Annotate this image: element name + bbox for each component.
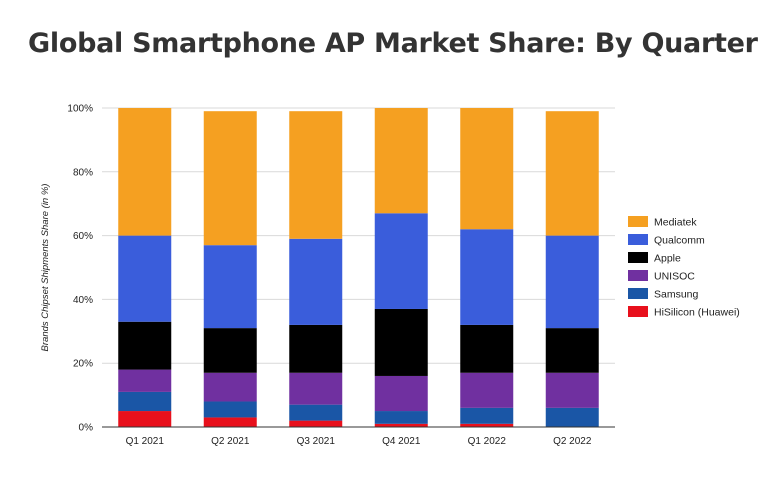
- legend-swatch: [628, 252, 648, 263]
- bar-segment-mediatek: [289, 111, 343, 239]
- bar-segment-apple: [545, 328, 599, 373]
- bar-segment-samsung: [289, 404, 343, 421]
- legend-item: Apple: [628, 252, 681, 265]
- legend-item: HiSilicon (Huawei): [628, 306, 740, 319]
- bar-segment-unisoc: [460, 372, 514, 408]
- legend-label: Qualcomm: [654, 235, 705, 247]
- legend-swatch: [628, 234, 648, 245]
- x-axis-ticks: Q1 2021 Q2 2021 Q3 2021 Q4 2021 Q1 2022 Q2 20…: [126, 436, 592, 447]
- bars: [118, 108, 599, 427]
- bar-segment-qualcomm: [203, 245, 257, 329]
- gridlines: [102, 107, 615, 364]
- y-tick-label: 0%: [79, 423, 94, 434]
- bar-segment-mediatek: [203, 111, 257, 246]
- bar-segment-qualcomm: [460, 229, 514, 325]
- bar-segment-apple: [374, 308, 428, 376]
- legend-item: Mediatek: [628, 216, 697, 229]
- bar-segment-hisilicon-huawei: [118, 411, 172, 427]
- legend-label: UNISOC: [654, 271, 695, 283]
- legend-swatch: [628, 270, 648, 281]
- legend-label: HiSilicon (Huawei): [654, 307, 740, 319]
- legend-item: Qualcomm: [628, 234, 705, 247]
- y-tick-label: 60%: [73, 231, 93, 242]
- bar-segment-apple: [460, 324, 514, 373]
- bar-segment-hisilicon-huawei: [374, 423, 428, 427]
- legend-label: Samsung: [654, 289, 699, 301]
- legend-swatch: [628, 288, 648, 299]
- bar-segment-samsung: [374, 411, 428, 424]
- bar-segment-unisoc: [118, 369, 172, 392]
- x-tick-label: Q2 2021: [211, 436, 250, 447]
- x-tick-label: Q3 2021: [297, 436, 336, 447]
- page-title: Global Smartphone AP Market Share: By Qu…: [28, 28, 758, 59]
- y-tick-label: 20%: [73, 359, 93, 370]
- x-tick-label: Q2 2022: [553, 436, 592, 447]
- bar-segment-unisoc: [289, 372, 343, 405]
- legend: Mediatek Qualcomm Apple UNISOC Samsung HiSili…: [628, 216, 740, 319]
- bar-segment-apple: [289, 324, 343, 373]
- y-tick-label: 100%: [67, 104, 93, 115]
- bar-segment-qualcomm: [289, 238, 343, 325]
- bar-segment-hisilicon-huawei: [460, 423, 514, 427]
- legend-item: Samsung: [628, 288, 699, 301]
- bar-segment-samsung: [460, 407, 514, 424]
- legend-label: Apple: [654, 253, 681, 265]
- bar-segment-mediatek: [118, 108, 172, 236]
- y-axis-ticks: 0% 20% 40% 60% 80% 100%: [67, 104, 93, 434]
- y-tick-label: 80%: [73, 167, 93, 178]
- legend-swatch: [628, 306, 648, 317]
- legend-item: UNISOC: [628, 270, 695, 283]
- y-axis-title: Brands Chipset Shipments Share (in %): [40, 184, 51, 352]
- bar-segment-unisoc: [203, 372, 257, 402]
- x-tick-label: Q4 2021: [382, 436, 421, 447]
- x-tick-label: Q1 2021: [126, 436, 165, 447]
- bar-segment-unisoc: [545, 372, 599, 408]
- bar-segment-qualcomm: [374, 213, 428, 309]
- y-tick-label: 40%: [73, 295, 93, 306]
- bar-segment-qualcomm: [545, 235, 599, 329]
- x-tick-label: Q1 2022: [468, 436, 507, 447]
- legend-swatch: [628, 216, 648, 227]
- bar-segment-unisoc: [374, 375, 428, 412]
- bar-segment-mediatek: [545, 111, 599, 236]
- bar-segment-apple: [118, 321, 172, 370]
- bar-segment-samsung: [545, 407, 599, 427]
- bar-segment-hisilicon-huawei: [203, 417, 257, 427]
- bar-segment-mediatek: [460, 108, 514, 230]
- bar-segment-apple: [203, 328, 257, 373]
- bar-segment-samsung: [118, 391, 172, 412]
- bar-segment-mediatek: [374, 108, 428, 214]
- bar-segment-samsung: [203, 401, 257, 418]
- bar-segment-qualcomm: [118, 235, 172, 322]
- legend-label: Mediatek: [654, 217, 697, 229]
- bar-segment-hisilicon-huawei: [289, 420, 343, 427]
